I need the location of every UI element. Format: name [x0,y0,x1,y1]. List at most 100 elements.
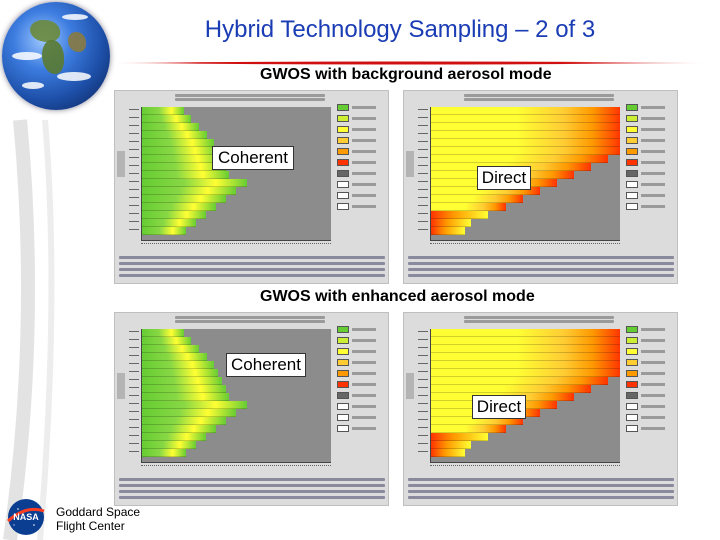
profile-bar [142,107,184,115]
profile-bar [142,179,247,187]
legend-swatch [626,359,638,367]
y-axis-tick [418,451,428,456]
y-axis-tick [129,125,139,130]
y-axis-tick [418,411,428,416]
y-axis-tick [418,125,428,130]
legend-text [641,150,665,154]
y-axis-tick [129,221,139,226]
legend-row [337,176,385,189]
y-axis-tick [418,173,428,178]
y-axis-tick [129,347,139,352]
chart-plot-area [141,107,331,241]
legend-text [352,106,376,110]
legend-swatch [626,414,638,422]
legend-row [626,398,674,411]
legend-text [641,161,665,165]
legend-row [626,409,674,422]
profile-bar [142,441,196,449]
chart-footer-line [119,484,385,487]
nasa-logo-text: NASA [13,512,39,522]
legend-text [352,139,376,143]
profile-bar [142,211,206,219]
legend-swatch [626,181,638,189]
legend-text [352,117,376,121]
legend-row [337,321,385,334]
y-axis-tick [129,173,139,178]
y-axis-tick [418,395,428,400]
legend-row [337,198,385,211]
chart-footer-line [408,478,674,481]
legend-text [641,205,665,209]
legend-swatch [337,370,349,378]
legend-swatch [626,381,638,389]
chart-legend [337,321,385,433]
legend-swatch [337,192,349,200]
legend-swatch [337,326,349,334]
legend-row [337,99,385,112]
legend-swatch [337,392,349,400]
profile-bar [142,361,214,369]
legend-row [626,132,674,145]
chart-header-line [175,316,325,319]
profile-bar [431,219,471,227]
y-axis-tick [418,109,428,114]
y-axis-tick [129,339,139,344]
legend-swatch [337,203,349,211]
chart-footer-line [408,262,674,265]
legend-text [641,117,665,121]
profile-bar [431,227,465,235]
legend-row [626,365,674,378]
profile-bar [431,345,620,353]
chart-footer-line [408,256,674,259]
y-axis-tick [418,149,428,154]
section-heading-enhanced: GWOS with enhanced aerosol mode [260,288,535,305]
y-axis-tick [418,197,428,202]
chart-header-line [175,94,325,97]
legend-row [337,376,385,389]
y-axis-tick [129,229,139,234]
legend-swatch [626,326,638,334]
legend-row [626,165,674,178]
legend-swatch [626,425,638,433]
legend-text [641,172,665,176]
y-axis-tick [418,181,428,186]
legend-row [626,143,674,156]
legend-row [337,398,385,411]
legend-text [352,383,376,387]
profile-bar [431,147,620,155]
profile-bar [142,337,191,345]
legend-text [641,106,665,110]
y-axis-tick [129,363,139,368]
earth-globe-image [2,2,110,110]
profile-bar [431,337,620,345]
profile-bar [142,369,218,377]
profile-bar [142,385,226,393]
y-axis-tick [418,347,428,352]
y-axis-tick [129,157,139,162]
y-axis-tick [418,387,428,392]
y-axis-tick [129,213,139,218]
legend-text [641,194,665,198]
legend-text [352,372,376,376]
y-axis-tick [418,213,428,218]
profile-bar [431,195,523,203]
legend-swatch [337,137,349,145]
coherent-label: Coherent [226,353,306,377]
y-axis-tick [129,149,139,154]
chart-footer-line [119,268,385,271]
y-axis-tick [418,331,428,336]
legend-text [352,161,376,165]
legend-swatch [337,381,349,389]
profile-bar [142,187,236,195]
profile-bar [431,211,488,219]
legend-row [337,365,385,378]
chart-header-line [175,320,325,323]
legend-text [352,205,376,209]
profile-bar [142,409,236,417]
y-axis-tick [418,229,428,234]
legend-row [337,343,385,356]
legend-text [641,328,665,332]
org-line-1: Goddard Space [56,505,141,519]
legend-row [337,332,385,345]
profile-bar [142,393,229,401]
